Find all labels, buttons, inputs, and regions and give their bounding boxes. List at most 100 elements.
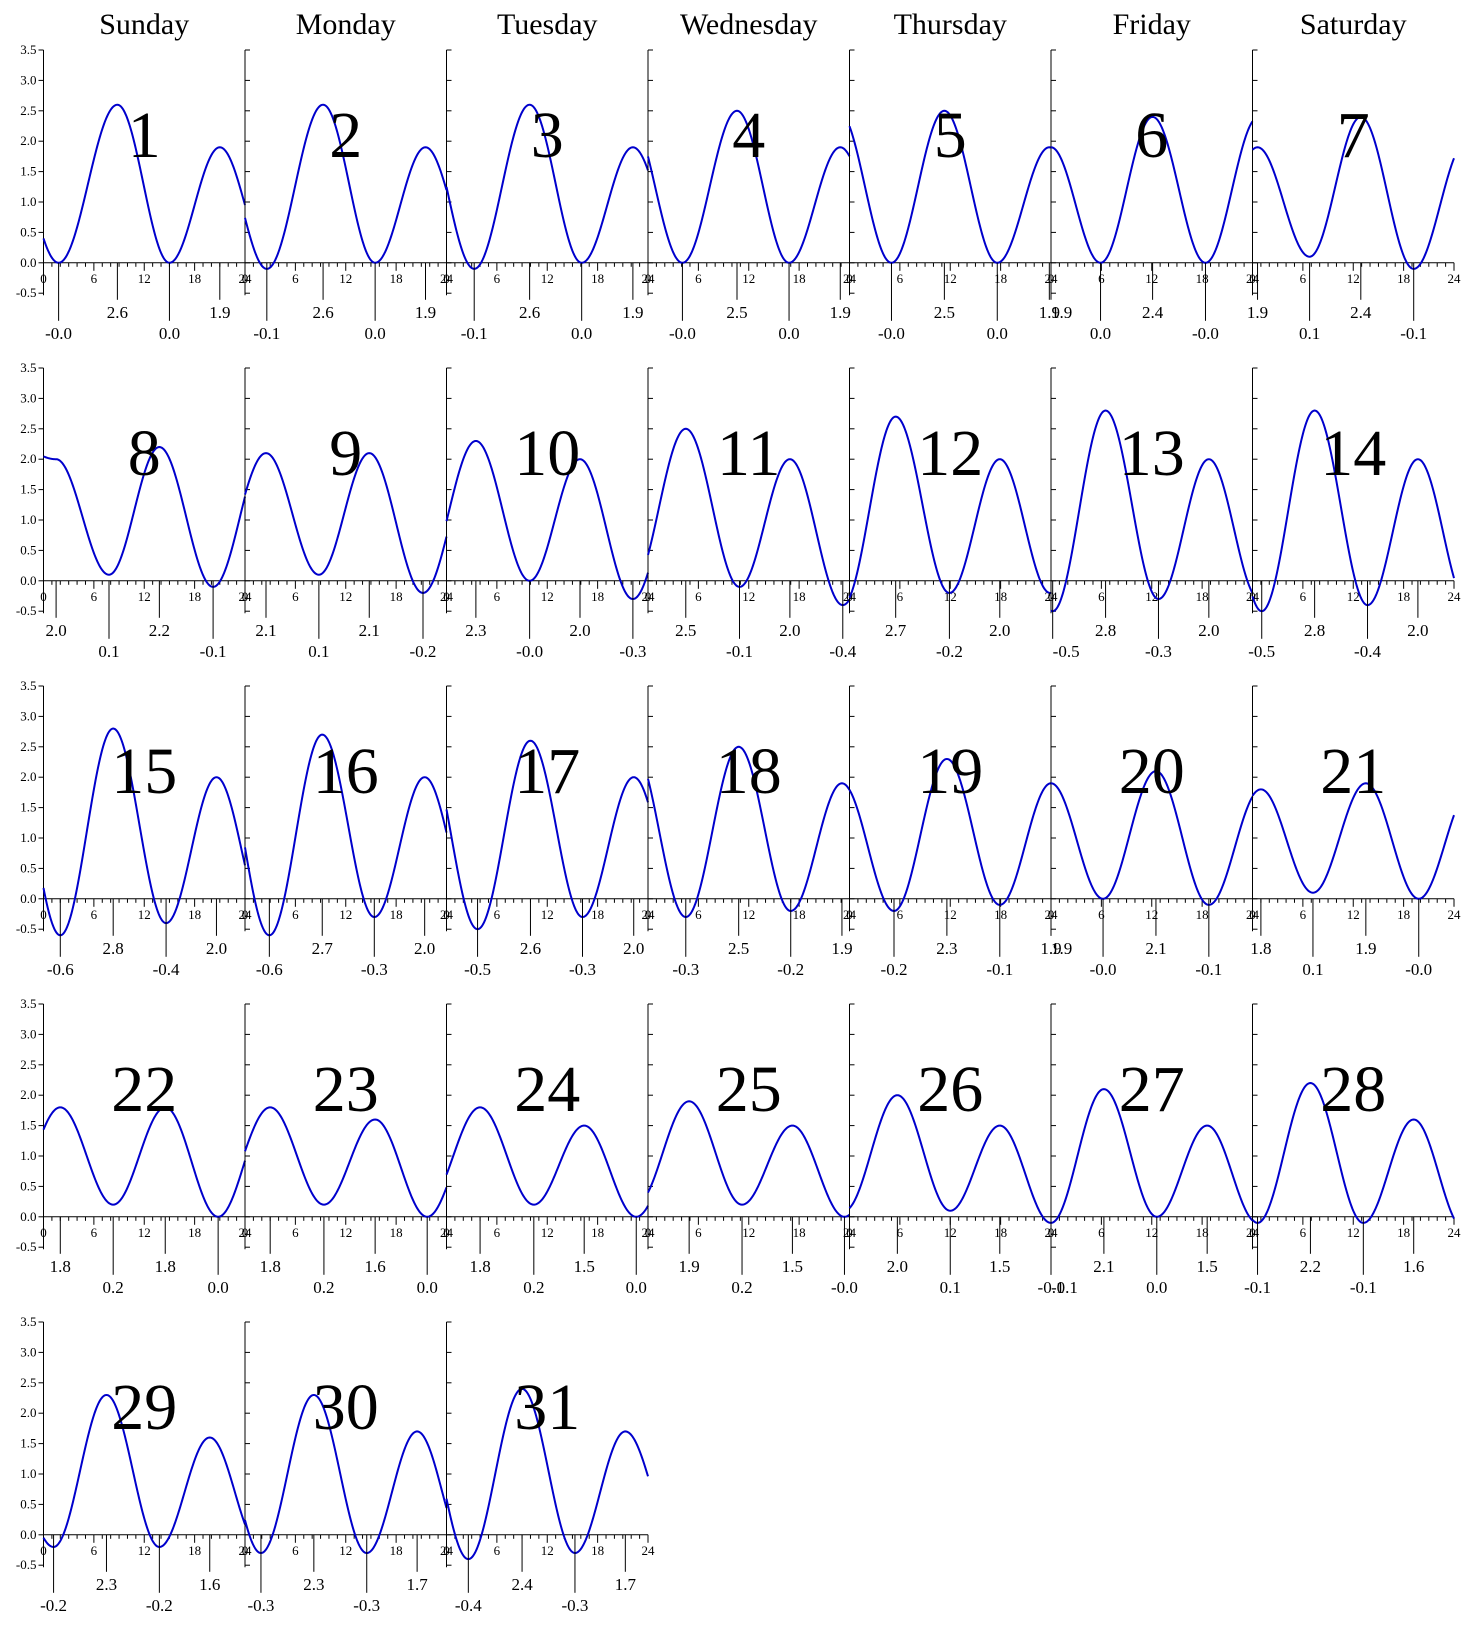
- high-tide-label: 1.9: [679, 1257, 700, 1276]
- high-tide-label: 2.5: [934, 303, 955, 322]
- high-tide-label: 2.1: [1093, 1257, 1114, 1276]
- tide-curve: [1251, 409, 1455, 613]
- tide-curve: [244, 103, 448, 270]
- high-tide-label: 1.8: [260, 1257, 281, 1276]
- x-tick-label: 6: [1098, 271, 1105, 286]
- day-cell: 0 6 12 18 24 14 -0.5 2.8 -0.4 2.0: [1248, 367, 1461, 661]
- low-tide-label: 0.0: [159, 324, 180, 343]
- x-tick-label: 12: [138, 271, 151, 286]
- x-tick-label: 18: [1397, 907, 1410, 922]
- high-tide-label: 1.9: [1355, 939, 1376, 958]
- high-tide-label: 1.9: [1051, 303, 1072, 322]
- x-tick-label: 18: [390, 1543, 403, 1558]
- day-number: 3: [531, 99, 564, 172]
- x-tick-label: 6: [897, 907, 904, 922]
- low-tide-label: 0.1: [1302, 960, 1323, 979]
- x-tick-label: 0: [1249, 1225, 1256, 1240]
- high-tide-label: 1.9: [830, 303, 851, 322]
- tide-curve: [647, 109, 851, 264]
- x-tick-label: 0: [1249, 589, 1256, 604]
- high-tide-label: 2.0: [887, 1257, 908, 1276]
- high-tide-label: 2.0: [989, 621, 1010, 640]
- day-number: 27: [1119, 1053, 1185, 1126]
- x-tick-label: 6: [91, 589, 98, 604]
- x-tick-label: 6: [695, 907, 702, 922]
- y-tick-label: 1.0: [20, 194, 36, 209]
- low-tide-label: -0.0: [1090, 960, 1117, 979]
- x-tick-label: 12: [138, 907, 151, 922]
- x-tick-label: 0: [846, 907, 853, 922]
- day-number: 24: [514, 1053, 580, 1126]
- y-tick-label: 2.5: [20, 739, 36, 754]
- high-tide-label: 2.6: [312, 303, 333, 322]
- x-tick-label: 18: [591, 907, 604, 922]
- x-tick-label: 6: [494, 271, 501, 286]
- y-tick-label: -0.5: [16, 285, 37, 300]
- x-tick-label: 6: [695, 1225, 702, 1240]
- low-tide-label: -0.1: [986, 960, 1013, 979]
- low-tide-label: 0.0: [417, 1278, 438, 1297]
- x-tick-label: 18: [390, 1225, 403, 1240]
- x-tick-label: 24: [642, 1543, 656, 1558]
- x-tick-label: 12: [339, 1543, 352, 1558]
- high-tide-label: 1.8: [50, 1257, 71, 1276]
- high-tide-label: 2.0: [779, 621, 800, 640]
- x-tick-label: 24: [1448, 907, 1462, 922]
- low-tide-label: -0.1: [1038, 1278, 1065, 1297]
- y-tick-label: -0.5: [16, 1557, 37, 1572]
- high-tide-label: 2.7: [885, 621, 907, 640]
- tide-curve: [42, 1393, 246, 1548]
- low-tide-label: -0.3: [361, 960, 388, 979]
- high-tide-label: 2.4: [511, 1575, 533, 1594]
- day-number: 19: [917, 735, 983, 808]
- x-tick-label: 0: [443, 271, 450, 286]
- y-tick-label: 3.5: [20, 1314, 36, 1329]
- low-tide-label: -0.3: [561, 1596, 588, 1615]
- high-tide-label: 1.9: [1040, 939, 1061, 958]
- low-tide-label: -0.5: [1053, 642, 1080, 661]
- high-tide-label: 2.3: [465, 621, 486, 640]
- low-tide-label: -0.1: [200, 642, 227, 661]
- y-tick-label: 0.5: [20, 542, 36, 557]
- x-tick-label: 18: [994, 271, 1007, 286]
- high-tide-label: 1.9: [1051, 939, 1072, 958]
- x-tick-label: 6: [494, 907, 501, 922]
- high-tide-label: 2.3: [303, 1575, 324, 1594]
- high-tide-label: 1.7: [615, 1575, 637, 1594]
- tide-curve: [1050, 770, 1254, 906]
- x-tick-label: 12: [1347, 589, 1360, 604]
- high-tide-label: 2.8: [1095, 621, 1116, 640]
- y-tick-label: 1.0: [20, 512, 36, 527]
- x-tick-label: 12: [339, 271, 352, 286]
- x-tick-label: 18: [793, 271, 806, 286]
- x-tick-label: 18: [188, 589, 201, 604]
- low-tide-label: -0.5: [1248, 642, 1275, 661]
- weekday-label: Monday: [296, 8, 396, 41]
- high-tide-label: 2.3: [96, 1575, 117, 1594]
- low-tide-label: 0.0: [987, 324, 1008, 343]
- weekday-label: Wednesday: [680, 8, 818, 41]
- x-tick-label: 0: [443, 907, 450, 922]
- x-tick-label: 6: [1098, 907, 1105, 922]
- x-tick-label: 0: [846, 1225, 853, 1240]
- y-tick-label: 1.5: [20, 800, 36, 815]
- y-tick-label: 1.5: [20, 482, 36, 497]
- day-number: 5: [934, 99, 967, 172]
- x-tick-label: 0: [443, 1225, 450, 1240]
- x-tick-label: 18: [390, 271, 403, 286]
- high-tide-label: 1.5: [574, 1257, 595, 1276]
- high-tide-label: 2.8: [1304, 621, 1325, 640]
- high-tide-label: 1.5: [989, 1257, 1010, 1276]
- x-tick-label: 0: [645, 1225, 652, 1240]
- x-tick-label: 18: [1196, 589, 1209, 604]
- x-tick-label: 12: [742, 589, 755, 604]
- x-tick-label: 12: [1347, 271, 1360, 286]
- x-tick-label: 18: [994, 589, 1007, 604]
- y-tick-label: 3.5: [20, 678, 36, 693]
- day-number: 31: [514, 1371, 580, 1444]
- y-tick-label: 1.0: [20, 830, 36, 845]
- day-cell: 0 6 12 18 24 31 -0.4 2.4 -0.3 1.7: [443, 1321, 656, 1615]
